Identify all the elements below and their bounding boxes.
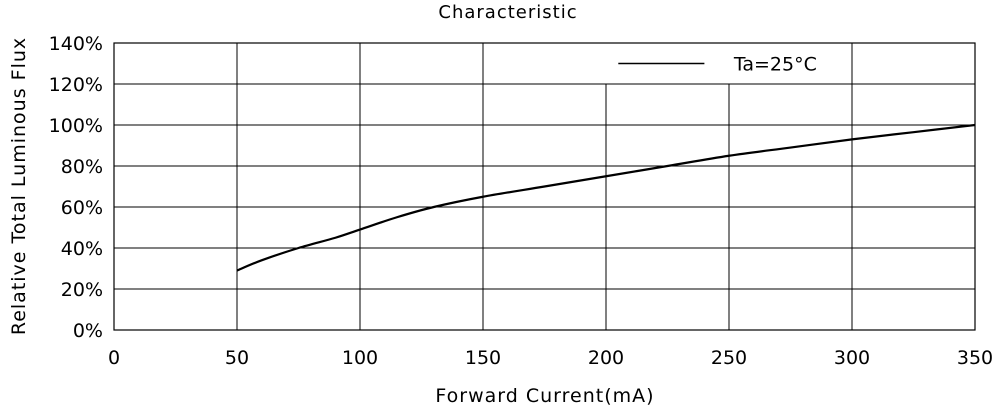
y-tick-label: 60%: [61, 197, 103, 219]
y-tick-label: 0%: [73, 320, 103, 342]
y-tick-label: 140%: [49, 33, 103, 55]
y-tick-labels: 0% 20% 40% 60% 80% 100% 120% 140%: [49, 33, 103, 342]
y-tick-label: 20%: [61, 279, 103, 301]
x-tick-label: 300: [834, 347, 870, 369]
series-line: [236, 123, 976, 272]
x-tick-label: 100: [342, 347, 378, 369]
x-tick-labels: 0 50 100 150 200 250 300 350: [108, 347, 993, 369]
x-tick-label: 350: [957, 347, 993, 369]
x-tick-label: 50: [225, 347, 249, 369]
grid: [114, 43, 975, 330]
y-tick-label: 100%: [49, 115, 103, 137]
x-axis-title: Forward Current(mA): [435, 385, 654, 407]
y-axis-title: Relative Total Luminous Flux: [8, 37, 30, 335]
legend: Ta=25°C: [618, 54, 817, 76]
y-tick-label: 120%: [49, 74, 103, 96]
x-tick-label: 250: [711, 347, 747, 369]
x-tick-label: 150: [465, 347, 501, 369]
y-tick-label: 40%: [61, 238, 103, 260]
plot-frame: [113, 42, 976, 331]
legend-label: Ta=25°C: [733, 54, 817, 76]
x-tick-label: 200: [588, 347, 624, 369]
x-tick-label: 0: [108, 347, 120, 369]
y-tick-label: 80%: [61, 156, 103, 178]
series-layer: [236, 123, 976, 272]
chart-title: Characteristic: [438, 2, 577, 23]
